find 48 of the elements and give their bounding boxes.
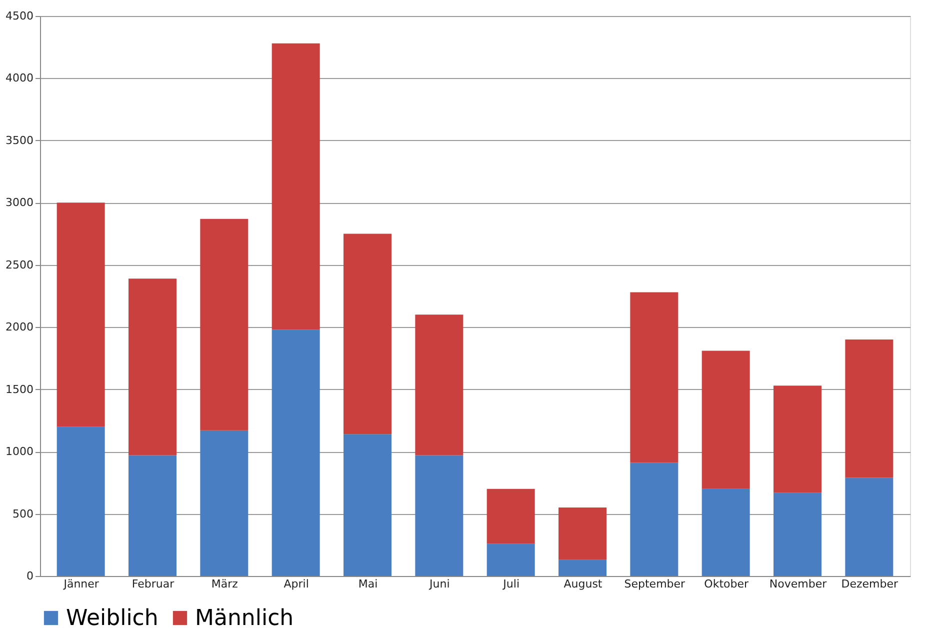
y-tick-label: 2500 (6, 258, 34, 272)
bar (702, 488, 750, 576)
x-tick-label: April (284, 578, 309, 590)
x-tick-label: September (624, 578, 686, 590)
legend-label: Weiblich (66, 606, 158, 631)
bar (630, 292, 678, 463)
bar (774, 386, 822, 493)
y-tick-label: 1000 (6, 445, 34, 458)
bar (56, 202, 105, 427)
bar (702, 350, 750, 489)
y-tick-label: 0 (26, 570, 34, 582)
x-tick-label: Mai (358, 578, 378, 590)
y-tick-label: 3000 (6, 196, 34, 210)
y-tick-label: 4500 (6, 10, 34, 22)
bar (558, 560, 606, 576)
bar (486, 544, 535, 576)
bar (415, 455, 464, 576)
x-tick-label: Dezember (841, 578, 899, 590)
bar (415, 314, 464, 456)
bar (845, 478, 894, 576)
x-tick-label: März (211, 578, 238, 590)
x-tick-label: August (564, 578, 603, 590)
legend-label: Männlich (195, 606, 294, 631)
x-tick-label: Jänner (62, 578, 100, 590)
bar (128, 278, 176, 456)
x-tick-label: November (769, 578, 828, 590)
bar (344, 434, 392, 576)
x-tick-label: Februar (132, 578, 175, 590)
y-tick-label: 3500 (6, 134, 34, 147)
bar (558, 508, 606, 560)
y-tick-label: 4000 (6, 72, 34, 85)
y-tick-label: 2000 (6, 320, 34, 334)
x-tick-label: Juli (502, 578, 520, 590)
bar (128, 455, 176, 576)
bar (630, 462, 678, 576)
bar (200, 430, 248, 576)
y-tick-label: 500 (12, 507, 34, 520)
bar (272, 330, 320, 576)
bar (200, 218, 248, 430)
x-tick-label: Oktober (704, 578, 749, 590)
x-tick-label: Juni (428, 578, 450, 590)
bar (774, 492, 822, 576)
bar (845, 340, 894, 478)
y-tick-label: 1500 (6, 382, 34, 396)
bar (344, 234, 392, 434)
bar (56, 426, 105, 576)
bar (272, 43, 320, 330)
bar (486, 488, 535, 544)
